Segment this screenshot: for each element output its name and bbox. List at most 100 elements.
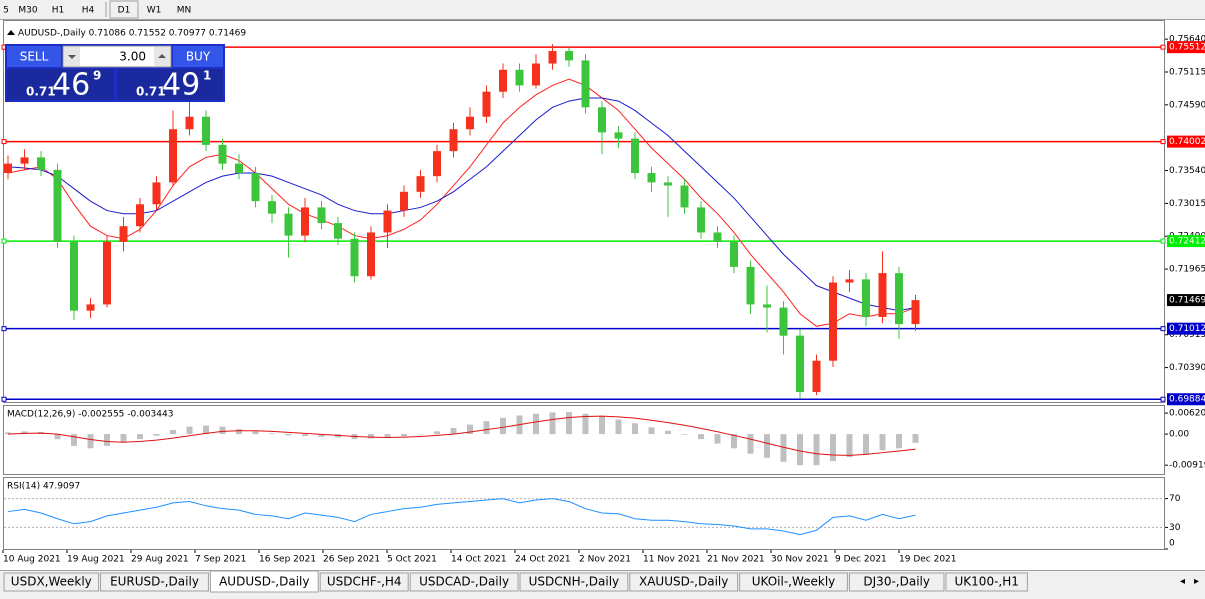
level-handle — [1, 326, 7, 332]
buy-price-box[interactable] — [117, 69, 223, 100]
macd-bar — [302, 434, 308, 437]
tab-scroll-left[interactable]: ◂ — [1180, 576, 1185, 587]
buy-price-pips: 49 — [162, 68, 200, 103]
macd-bar — [450, 427, 457, 435]
tab[interactable] — [519, 572, 629, 592]
candle-body — [103, 241, 111, 305]
y-tick-label: 0.73015 — [1169, 199, 1205, 209]
candle-body — [70, 241, 78, 311]
macd-bar — [863, 434, 869, 455]
timeframe-button[interactable] — [109, 0, 139, 19]
y-tick-label: 0.00 — [1169, 430, 1189, 440]
candle-body — [829, 282, 837, 361]
sell-price-pips: 46 — [52, 68, 90, 103]
level-tag — [1167, 393, 1205, 406]
x-tick-label: 14 Oct 2021 — [451, 555, 507, 565]
candle-body — [730, 241, 738, 267]
candle-body — [664, 182, 672, 186]
chart-title: AUDUSD-,Daily 0.71086 0.71552 0.70977 0.… — [18, 29, 246, 39]
level-handle — [1, 396, 7, 402]
macd-bar — [846, 434, 853, 458]
candle-body — [763, 304, 771, 308]
macd-bar — [368, 434, 374, 439]
sell-label: SELL — [20, 50, 49, 64]
macd-bar — [120, 434, 127, 443]
macd-bar — [731, 434, 737, 449]
buy-button[interactable] — [173, 46, 223, 67]
timeframe-button[interactable] — [0, 1, 12, 18]
candle-body — [581, 60, 590, 108]
candle-body — [713, 232, 722, 242]
tab[interactable] — [209, 570, 319, 593]
candle-body — [449, 129, 458, 152]
tab[interactable] — [739, 572, 848, 592]
candle-body — [565, 51, 573, 61]
tab[interactable] — [319, 572, 409, 592]
tab[interactable] — [629, 572, 739, 592]
timeframe-button[interactable] — [74, 1, 102, 18]
sell-price-box[interactable] — [7, 69, 114, 100]
lot-input[interactable] — [62, 45, 172, 68]
macd-bar — [566, 412, 572, 435]
y-tick-label: 30 — [1169, 523, 1181, 533]
x-tick-label: 9 Dec 2021 — [835, 555, 887, 565]
candle-body — [779, 307, 788, 336]
macd-bar — [896, 434, 902, 449]
y-tick-label: 0.006201 — [1169, 409, 1205, 419]
macd-bar — [764, 434, 770, 458]
tab-label: USDCHF-,H4 — [327, 575, 402, 589]
candle-body — [895, 273, 903, 325]
macd-bar — [186, 426, 193, 435]
macd-bar — [252, 431, 259, 435]
macd-bar — [384, 434, 391, 438]
x-tick-label: 21 Nov 2021 — [707, 555, 765, 565]
y-tick-label: 0 — [1169, 539, 1175, 549]
macd-bar — [714, 434, 721, 444]
tab-label: USDCAD-,Daily — [419, 575, 509, 589]
tab[interactable] — [945, 572, 1028, 592]
tab-label: EURUSD-,Daily — [110, 575, 199, 589]
sell-button[interactable] — [7, 46, 61, 67]
candle-body — [317, 207, 326, 224]
tab[interactable] — [848, 572, 945, 592]
level-tag-label: 0.74002 — [1169, 137, 1205, 147]
lot-down-icon — [68, 55, 76, 59]
timeframe-label: H1 — [52, 6, 65, 16]
tab[interactable] — [3, 572, 100, 592]
timeframe-button[interactable] — [44, 1, 72, 18]
y-tick-label: 0.71965 — [1169, 265, 1205, 275]
macd-title: MACD(12,26,9) -0.002555 -0.003443 — [7, 410, 173, 420]
macd-signal — [7, 415, 916, 456]
candle-body — [416, 176, 425, 192]
macd-bar — [71, 434, 77, 446]
timeframe-label: M30 — [18, 6, 37, 16]
candle-body — [647, 173, 656, 183]
toolbar — [0, 0, 1205, 19]
macd-bar — [797, 434, 803, 466]
level-tag — [1167, 41, 1205, 54]
timeframe-button[interactable] — [14, 1, 42, 18]
tab[interactable] — [409, 572, 519, 592]
collapse-icon[interactable] — [7, 30, 15, 35]
macd-bar — [599, 416, 605, 435]
level-handle — [1160, 326, 1166, 332]
tab-scroll-right[interactable]: ▸ — [1194, 576, 1199, 587]
candle-body — [136, 204, 144, 227]
timeframe-button[interactable] — [140, 1, 168, 18]
candle-body — [631, 138, 639, 174]
rsi-title: RSI(14) 47.9097 — [7, 482, 80, 492]
lot-value: 3.00 — [119, 50, 146, 64]
macd-bar — [830, 434, 836, 462]
tab[interactable] — [100, 572, 209, 592]
tab-label: DJ30-,Daily — [863, 575, 930, 589]
x-tick-label: 19 Dec 2021 — [899, 555, 957, 565]
candle-body — [218, 144, 227, 164]
macd-bar — [104, 434, 110, 446]
level-tag — [1167, 235, 1205, 248]
price-tag — [1167, 294, 1205, 307]
level-tag-label: 0.72412 — [1169, 237, 1205, 247]
candle-body — [334, 223, 342, 239]
timeframe-button[interactable] — [170, 1, 198, 18]
